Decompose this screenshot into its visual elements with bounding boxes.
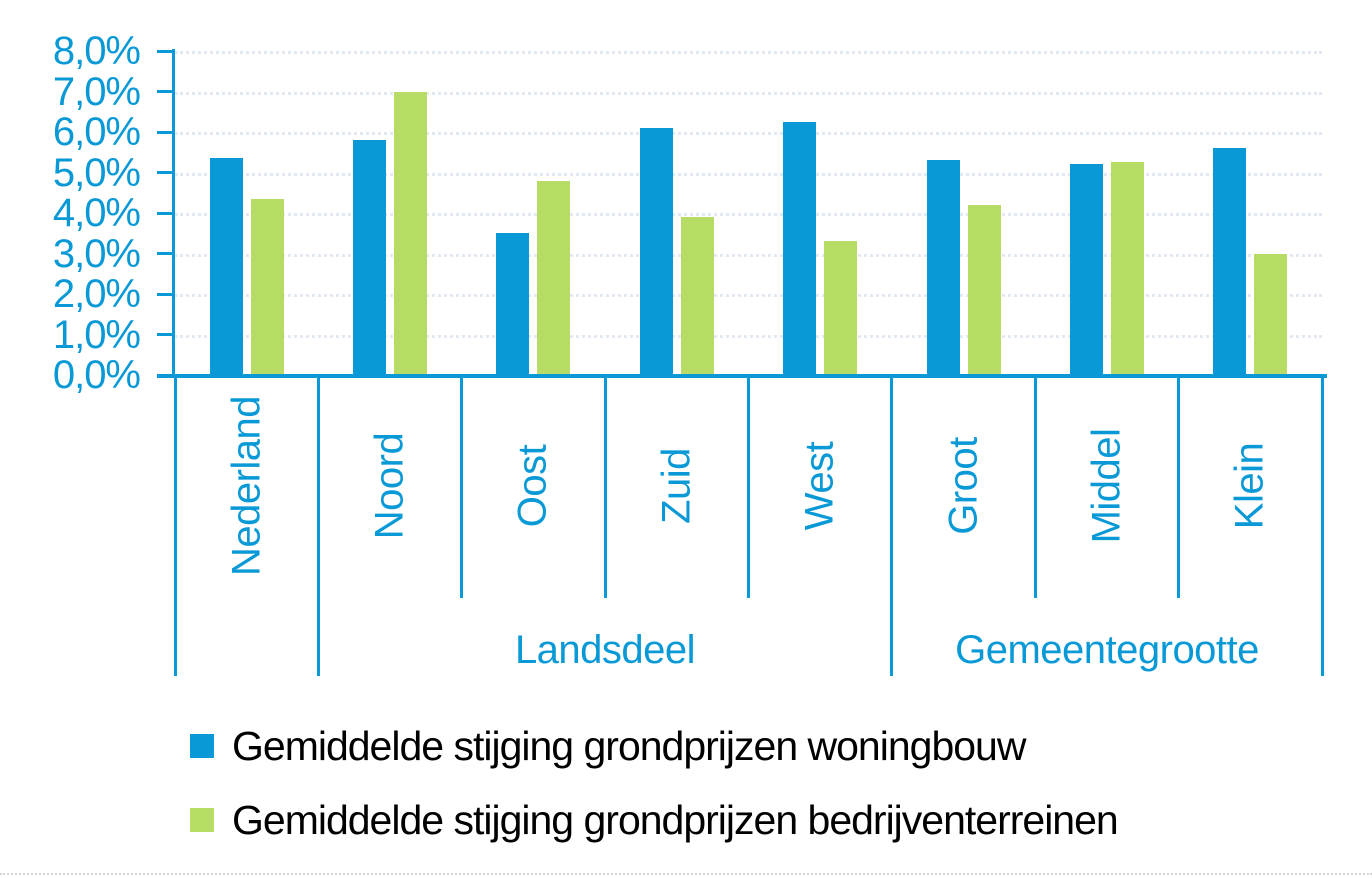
bar-bedrijventerreinen-klein (1254, 253, 1288, 375)
y-tick-label: 4,0% (52, 191, 141, 235)
bar-bedrijventerreinen-west (824, 241, 858, 375)
group-label-gemeentegrootte: Gemeentegrootte (955, 628, 1259, 672)
bar-bedrijventerreinen-nederland (250, 198, 284, 375)
bar-bedrijventerreinen-groot (967, 204, 1001, 375)
bar-woningbouw-middel (1069, 164, 1103, 375)
y-tick-label: 2,0% (52, 272, 141, 316)
bar-bedrijventerreinen-zuid (680, 217, 714, 375)
gridline (175, 334, 1322, 338)
y-tick-label: 5,0% (52, 150, 141, 195)
group-label-landsdeel: Landsdeel (514, 628, 696, 672)
y-axis-tick (157, 130, 175, 134)
bar-woningbouw-oost (496, 233, 530, 375)
bar-woningbouw-noord (353, 140, 387, 375)
category-divider (1033, 375, 1037, 598)
y-tick-label: 3,0% (52, 231, 141, 276)
category-divider (173, 375, 177, 676)
category-divider (603, 375, 607, 598)
category-label-text: Klein (1227, 442, 1272, 530)
category-divider (747, 375, 750, 598)
bar-woningbouw-zuid (639, 127, 673, 375)
bar-woningbouw-west (783, 121, 817, 375)
y-tick-label: 8,0% (52, 29, 141, 73)
category-label-text: Noord (367, 432, 412, 540)
category-label-text: Nederland (224, 395, 269, 577)
category-label-text: West (797, 441, 842, 531)
gridline (175, 172, 1322, 176)
category-divider (890, 375, 894, 676)
y-tick-label: 0,0% (52, 353, 141, 397)
category-label-text: Groot (941, 437, 986, 535)
y-axis-tick (157, 333, 175, 336)
gridline (175, 253, 1322, 257)
y-axis-tick (157, 90, 175, 93)
y-axis-tick (157, 292, 175, 296)
category-label-text: Oost (510, 444, 555, 528)
gridline (175, 91, 1322, 95)
gridline (175, 51, 1322, 54)
gridline (175, 132, 1322, 135)
gridline (175, 294, 1322, 297)
bottom-divider (0, 873, 1372, 875)
bar-woningbouw-groot (926, 160, 960, 375)
legend-swatch-woningbouw-icon (190, 734, 214, 758)
bar-woningbouw-nederland (209, 158, 243, 375)
y-axis-tick (157, 252, 175, 255)
bar-bedrijventerreinen-middel (1110, 162, 1144, 375)
bar-woningbouw-klein (1213, 148, 1247, 375)
gridline (175, 213, 1322, 216)
y-tick-label: 6,0% (52, 110, 141, 154)
legend-swatch-bedrijventerreinen-icon (190, 808, 214, 832)
legend-item-bedrijventerreinen: Gemiddelde stijging grondprijzen bedrijv… (190, 796, 1119, 843)
bar-bedrijventerreinen-noord (394, 91, 428, 375)
category-label-text: Middel (1084, 428, 1129, 544)
y-tick-label: 7,0% (52, 69, 141, 114)
legend-label-woningbouw: Gemiddelde stijging grondprijzen woningb… (232, 722, 1026, 769)
category-divider (316, 375, 320, 676)
category-divider (1320, 375, 1324, 676)
category-divider (460, 375, 464, 598)
bar-bedrijventerreinen-oost (537, 180, 571, 375)
legend-label-bedrijventerreinen: Gemiddelde stijging grondprijzen bedrijv… (232, 796, 1119, 843)
y-tick-label: 1,0% (52, 312, 141, 357)
y-axis-tick (157, 211, 175, 215)
y-axis-tick (157, 171, 175, 174)
y-axis-tick (157, 49, 175, 53)
category-divider (1177, 375, 1181, 598)
x-axis-line (157, 374, 1327, 378)
legend-item-woningbouw: Gemiddelde stijging grondprijzen woningb… (190, 722, 1026, 769)
category-label-text: Zuid (654, 448, 699, 524)
